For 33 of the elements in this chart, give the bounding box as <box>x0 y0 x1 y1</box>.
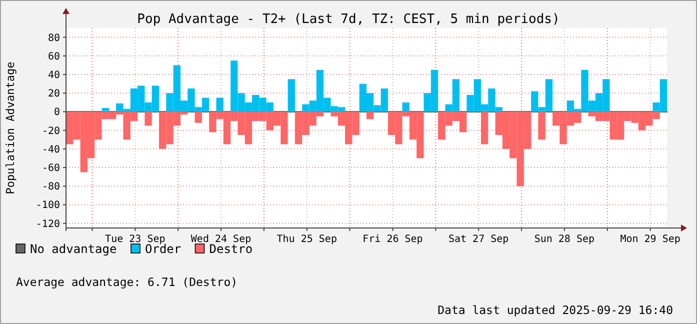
bar <box>538 112 546 140</box>
x-tick-label: Tue 23 Sep <box>105 234 166 245</box>
y-tick-label: -40 <box>42 144 60 156</box>
bar <box>402 102 410 112</box>
bar <box>480 112 488 144</box>
y-axis-title: Population Advantage <box>4 62 17 194</box>
x-tick-label: Sat 27 Sep <box>448 234 509 245</box>
text: Average advantage: 6.71 (Destro) <box>16 275 238 289</box>
y-tick-label: -80 <box>42 182 60 193</box>
bar <box>102 108 109 112</box>
x-tick-label: Sun 28 Sep <box>534 234 595 245</box>
y-tick-label: -20 <box>42 126 60 137</box>
x-tick-label: Mon 29 Sep <box>620 234 680 245</box>
legend-label: Order <box>145 242 182 256</box>
bar <box>144 112 152 126</box>
y-tick-label: 20 <box>48 88 60 100</box>
y-tick-label: -60 <box>42 163 60 174</box>
bar <box>216 98 224 112</box>
y-tick-label: -120 <box>36 218 60 230</box>
bar <box>366 112 374 120</box>
x-tick-label: Fri 26 Sep <box>362 234 423 245</box>
y-tick-label: 60 <box>48 51 60 62</box>
text: Data last updated 2025-09-29 16:40 <box>438 303 674 317</box>
chart-title: Pop Advantage - T2+ (Last 7d, TZ: CEST, 5 min periods) <box>137 12 560 27</box>
y-tick-label: 80 <box>48 32 60 44</box>
y-tick-label: 0 <box>54 107 60 118</box>
x-tick-label: Thu 25 Sep <box>276 234 337 245</box>
legend-label: No advantage <box>30 242 117 256</box>
y-tick-label: 40 <box>48 70 60 82</box>
x-tick-label: Wed 24 Sep <box>190 234 252 245</box>
bar <box>288 79 295 112</box>
bar <box>194 112 202 123</box>
y-tick-label: -100 <box>36 200 60 212</box>
